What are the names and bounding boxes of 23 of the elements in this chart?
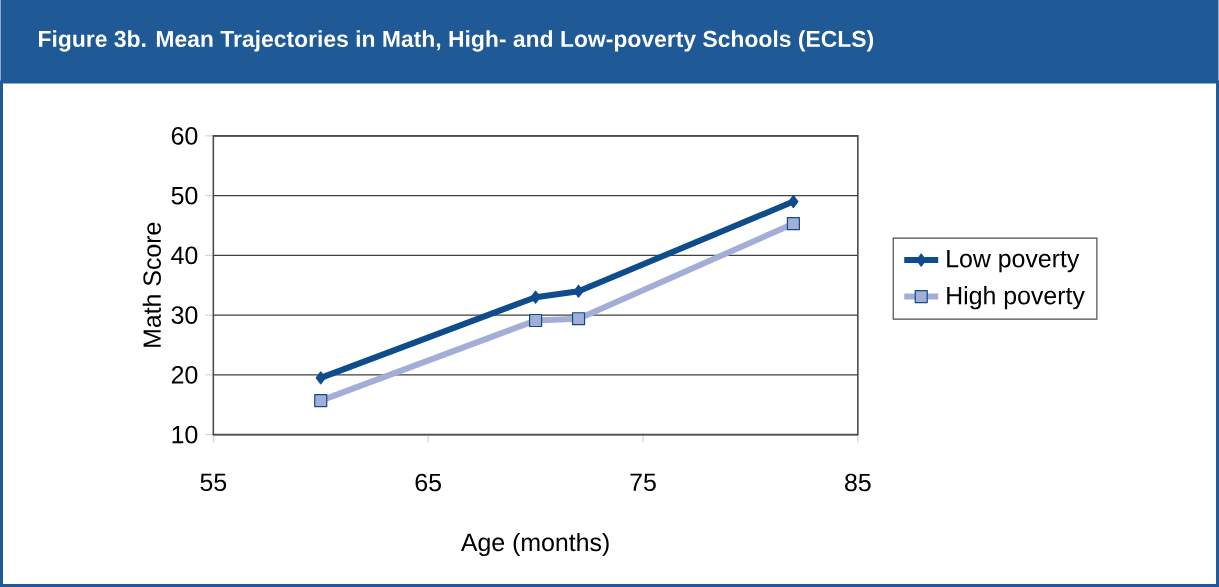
point: [314, 393, 328, 408]
x-tick-label: 55: [200, 473, 227, 492]
y-tick-label: 40: [171, 246, 198, 265]
legend-label: High poverty: [947, 286, 1085, 310]
point: [571, 312, 586, 326]
y-tick-label: 60: [171, 127, 198, 145]
y-tick-label: 20: [171, 366, 198, 384]
chart-title: Figure 3b. Mean Trajectories in Math, High- and Low-poverty Schools (ECLS): [39, 30, 874, 52]
x-tick-label: 85: [845, 473, 871, 492]
point: [528, 313, 543, 328]
point: [573, 284, 584, 298]
x-axis-title: Age (months): [460, 532, 609, 557]
y-tick-label: 10: [172, 425, 198, 444]
x-tick-label: 75: [630, 473, 656, 492]
legend-label: Low poverty: [947, 250, 1080, 273]
point: [530, 290, 541, 304]
y-tick-label: 50: [171, 186, 198, 205]
point: [786, 217, 800, 231]
x-tick-label: 65: [415, 473, 441, 492]
point: [788, 195, 799, 209]
point: [315, 371, 326, 385]
y-axis-title: Math Score: [142, 222, 161, 347]
y-tick-label: 30: [171, 306, 198, 324]
